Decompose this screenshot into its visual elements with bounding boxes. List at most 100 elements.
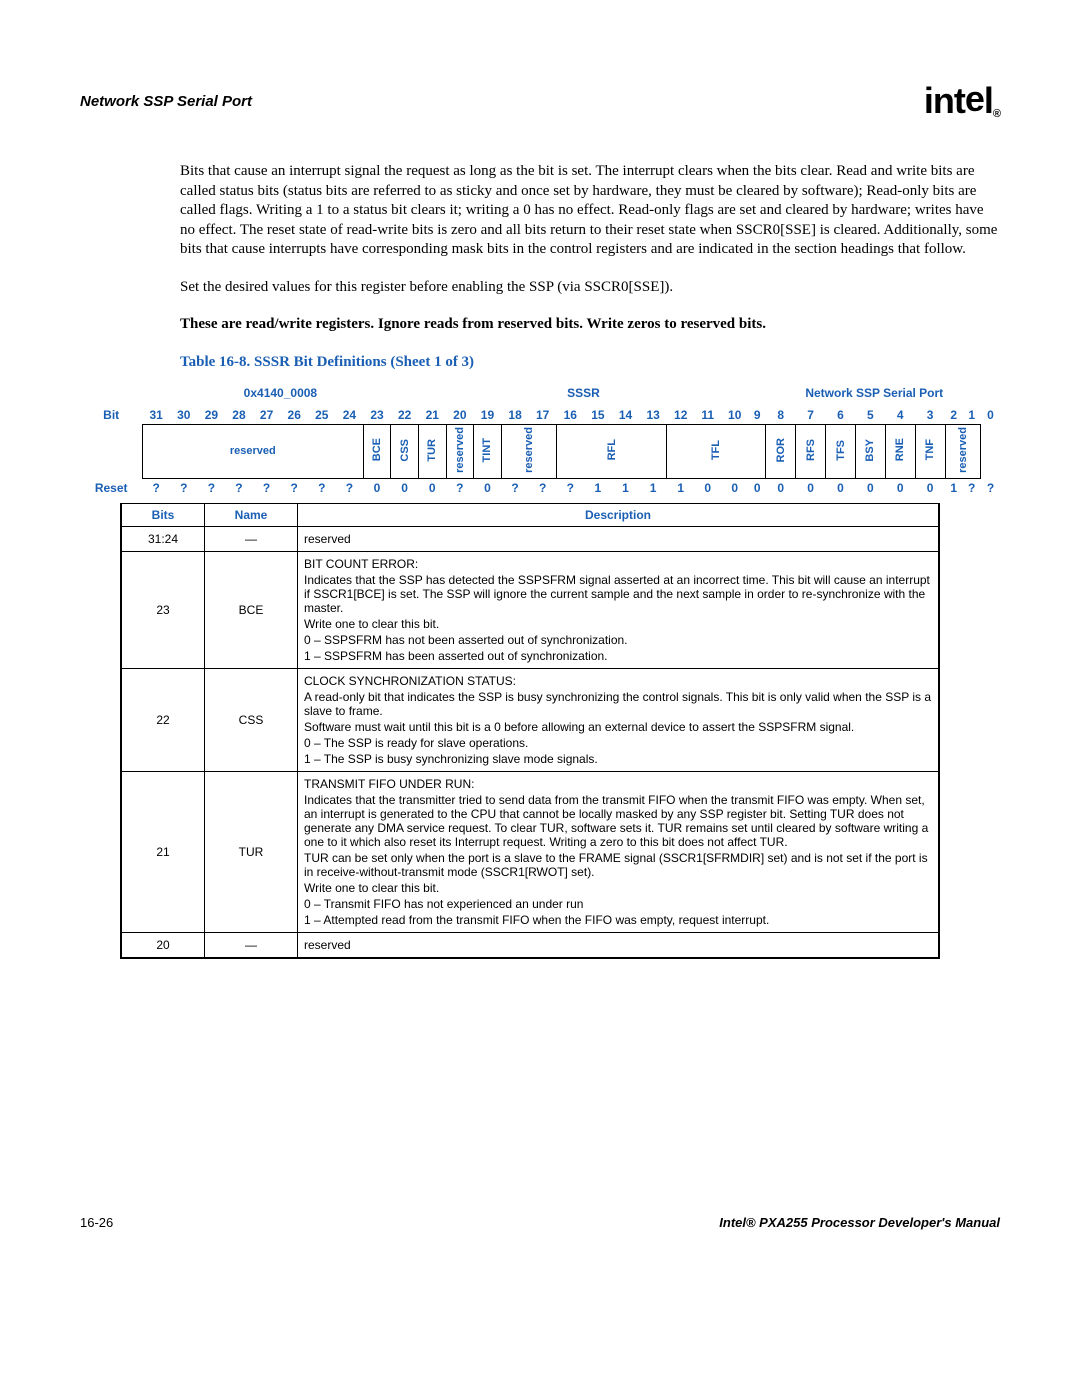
bit-number: 27: [253, 406, 281, 425]
reset-value: ?: [446, 478, 474, 497]
bit-field: TINT: [474, 425, 502, 479]
desc-line: CLOCK SYNCHRONIZATION STATUS:: [304, 674, 932, 688]
bit-number: 10: [721, 406, 749, 425]
bit-number: 1: [962, 406, 981, 425]
desc-line: reserved: [304, 532, 932, 546]
body-text: Bits that cause an interrupt signal the …: [180, 162, 1000, 372]
name-cell: TUR: [205, 771, 298, 932]
desc-line: 1 – Attempted read from the transmit FIF…: [304, 913, 932, 927]
bits-cell: 31:24: [121, 526, 205, 551]
bit-field: TUR: [418, 425, 446, 479]
reg-addr: 0x4140_0008: [142, 384, 418, 406]
bit-number: 11: [695, 406, 721, 425]
bit-field: reserved: [501, 425, 556, 479]
bit-field: reserved: [945, 425, 981, 479]
reset-value: 0: [391, 478, 419, 497]
reset-value: ?: [142, 478, 170, 497]
col-bits: Bits: [121, 503, 205, 526]
bit-number: 2: [945, 406, 962, 425]
reset-value: 0: [826, 478, 856, 497]
register-diagram: 0x4140_0008SSSRNetwork SSP Serial PortBi…: [80, 384, 1000, 497]
reset-value: 0: [796, 478, 826, 497]
desc-line: 0 – SSPSFRM has not been asserted out of…: [304, 633, 932, 647]
reset-value: 0: [885, 478, 915, 497]
desc-line: Write one to clear this bit.: [304, 881, 932, 895]
bits-cell: 23: [121, 551, 205, 668]
bit-field: RFS: [796, 425, 826, 479]
reset-value: ?: [225, 478, 253, 497]
reset-value: 0: [915, 478, 945, 497]
desc-line: 0 – The SSP is ready for slave operation…: [304, 736, 932, 750]
reset-value: 1: [945, 478, 962, 497]
desc-cell: TRANSMIT FIFO UNDER RUN: Indicates that t…: [298, 771, 940, 932]
paragraph-3: These are read/write registers. Ignore r…: [180, 315, 1000, 335]
reset-value: 0: [474, 478, 502, 497]
reset-value: 0: [418, 478, 446, 497]
desc-line: 1 – The SSP is busy synchronizing slave …: [304, 752, 932, 766]
reg-port: Network SSP Serial Port: [749, 384, 1000, 406]
bit-number: 24: [336, 406, 364, 425]
bit-number: 6: [826, 406, 856, 425]
reset-value: ?: [280, 478, 308, 497]
desc-line: TRANSMIT FIFO UNDER RUN:: [304, 777, 932, 791]
bit-number: 16: [556, 406, 584, 425]
page-number: 16-26: [80, 1215, 113, 1230]
desc-line: TUR can be set only when the port is a s…: [304, 851, 932, 879]
reset-value: ?: [253, 478, 281, 497]
desc-line: 0 – Transmit FIFO has not experienced an…: [304, 897, 932, 911]
reset-value: ?: [308, 478, 336, 497]
bit-field: RNE: [885, 425, 915, 479]
reset-value: 1: [667, 478, 695, 497]
bit-number: 3: [915, 406, 945, 425]
desc-line: Indicates that the transmitter tried to …: [304, 793, 932, 849]
bit-field: reserved: [446, 425, 474, 479]
bit-number: 5: [855, 406, 885, 425]
bit-field: reserved: [142, 425, 363, 479]
bit-number: 20: [446, 406, 474, 425]
bit-number: 29: [198, 406, 226, 425]
bits-cell: 21: [121, 771, 205, 932]
reset-value: ?: [962, 478, 981, 497]
bit-number: 30: [170, 406, 198, 425]
desc-cell: BIT COUNT ERROR:Indicates that the SSP h…: [298, 551, 940, 668]
paragraph-1: Bits that cause an interrupt signal the …: [180, 162, 1000, 260]
bit-number: 15: [584, 406, 612, 425]
bit-number: 26: [280, 406, 308, 425]
bit-number: 9: [749, 406, 766, 425]
name-cell: —: [205, 932, 298, 958]
bit-number: 28: [225, 406, 253, 425]
name-cell: BCE: [205, 551, 298, 668]
desc-line: BIT COUNT ERROR:: [304, 557, 932, 571]
reset-value: ?: [198, 478, 226, 497]
bit-number: 13: [639, 406, 667, 425]
description-table: Bits Name Description 31:24—reserved23BC…: [120, 503, 940, 959]
reset-value: 0: [855, 478, 885, 497]
reset-value: ?: [501, 478, 529, 497]
reset-value: 0: [695, 478, 721, 497]
bits-cell: 20: [121, 932, 205, 958]
bit-number: 0: [981, 406, 1000, 425]
desc-line: Write one to clear this bit.: [304, 617, 932, 631]
reset-value: 0: [749, 478, 766, 497]
reset-value: ?: [981, 478, 1000, 497]
page-footer: 16-26 Intel® PXA255 Processor Developer'…: [80, 1215, 1000, 1230]
bit-number: 22: [391, 406, 419, 425]
desc-line: 1 – SSPSFRM has been asserted out of syn…: [304, 649, 932, 663]
reset-value: 1: [639, 478, 667, 497]
reset-value: 1: [612, 478, 640, 497]
bit-number: 4: [885, 406, 915, 425]
bit-number: 31: [142, 406, 170, 425]
bit-row-label: Bit: [80, 406, 142, 425]
intel-logo: intel®: [924, 80, 1000, 122]
bit-field: BSY: [855, 425, 885, 479]
reset-value: 0: [363, 478, 391, 497]
col-name: Name: [205, 503, 298, 526]
desc-line: A read-only bit that indicates the SSP i…: [304, 690, 932, 718]
bit-field: RFL: [556, 425, 666, 479]
reset-value: ?: [556, 478, 584, 497]
bit-number: 14: [612, 406, 640, 425]
bit-field: BCE: [363, 425, 391, 479]
bit-number: 21: [418, 406, 446, 425]
bit-number: 12: [667, 406, 695, 425]
bit-field: CSS: [391, 425, 419, 479]
